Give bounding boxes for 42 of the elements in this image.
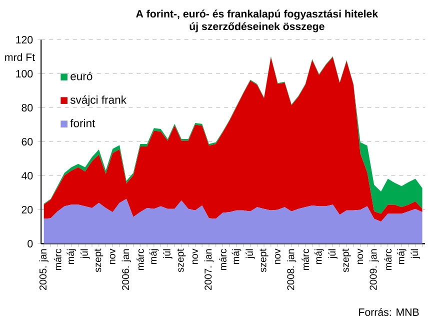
x-tick-label: szept (260, 248, 268, 272)
chart-subtitle: új szerződéseinek összege (190, 22, 324, 32)
x-tick-label: márc (136, 248, 144, 270)
x-tick-label: máj (149, 249, 159, 264)
x-tick-label: szept (342, 248, 351, 272)
legend-label: svájci frank (70, 95, 127, 106)
x-tick-label: márc (384, 248, 392, 270)
x-tick-label: márc (302, 248, 310, 270)
x-tick-label: júl (80, 249, 90, 259)
x-tick-label: júl (163, 249, 172, 259)
x-tick-label: máj (314, 249, 324, 264)
y-tick-label: 80 (22, 104, 33, 112)
y-tick-label: 40 (22, 172, 33, 180)
x-tick-label: 2006. jan (122, 249, 132, 290)
legend-label: forint (70, 118, 96, 128)
y-axis-title: mrd Ft (5, 53, 35, 61)
x-tick-label: szept (177, 248, 186, 272)
x-tick-label: 2005. jan (39, 249, 48, 290)
x-tick-label: márc (54, 248, 62, 270)
x-tick-label: máj (66, 249, 76, 264)
x-tick-label: máj (232, 249, 242, 264)
x-tick-label: márc (219, 248, 226, 270)
x-tick-label: 2009. jan (369, 249, 379, 290)
text: Forrás: MNB (359, 308, 419, 316)
x-tick-label: nov (275, 248, 281, 264)
x-tick-label: nov (192, 248, 198, 264)
x-tick-label: 2007. jan (204, 249, 214, 290)
x-tick-label: 2008. jan (286, 249, 296, 290)
x-tick-label: júl (328, 249, 338, 259)
legend-label: euró (70, 72, 92, 80)
x-tick-label: júl (246, 249, 255, 259)
y-tick-label: 60 (22, 138, 33, 146)
x-tick-label: nov (110, 248, 116, 264)
y-tick-label: 0 (28, 240, 33, 248)
y-tick-label: 20 (22, 206, 33, 214)
y-tick-label: 100 (16, 70, 33, 78)
chart-title: A forint-, euró- és frankalapú fogyasztási hitelek (136, 10, 378, 20)
x-tick-label: nov (358, 248, 364, 264)
y-tick-label: 120 (16, 36, 33, 44)
x-tick-label: máj (396, 249, 406, 264)
x-tick-label: júl (410, 249, 420, 259)
x-tick-label: szept (94, 248, 104, 272)
